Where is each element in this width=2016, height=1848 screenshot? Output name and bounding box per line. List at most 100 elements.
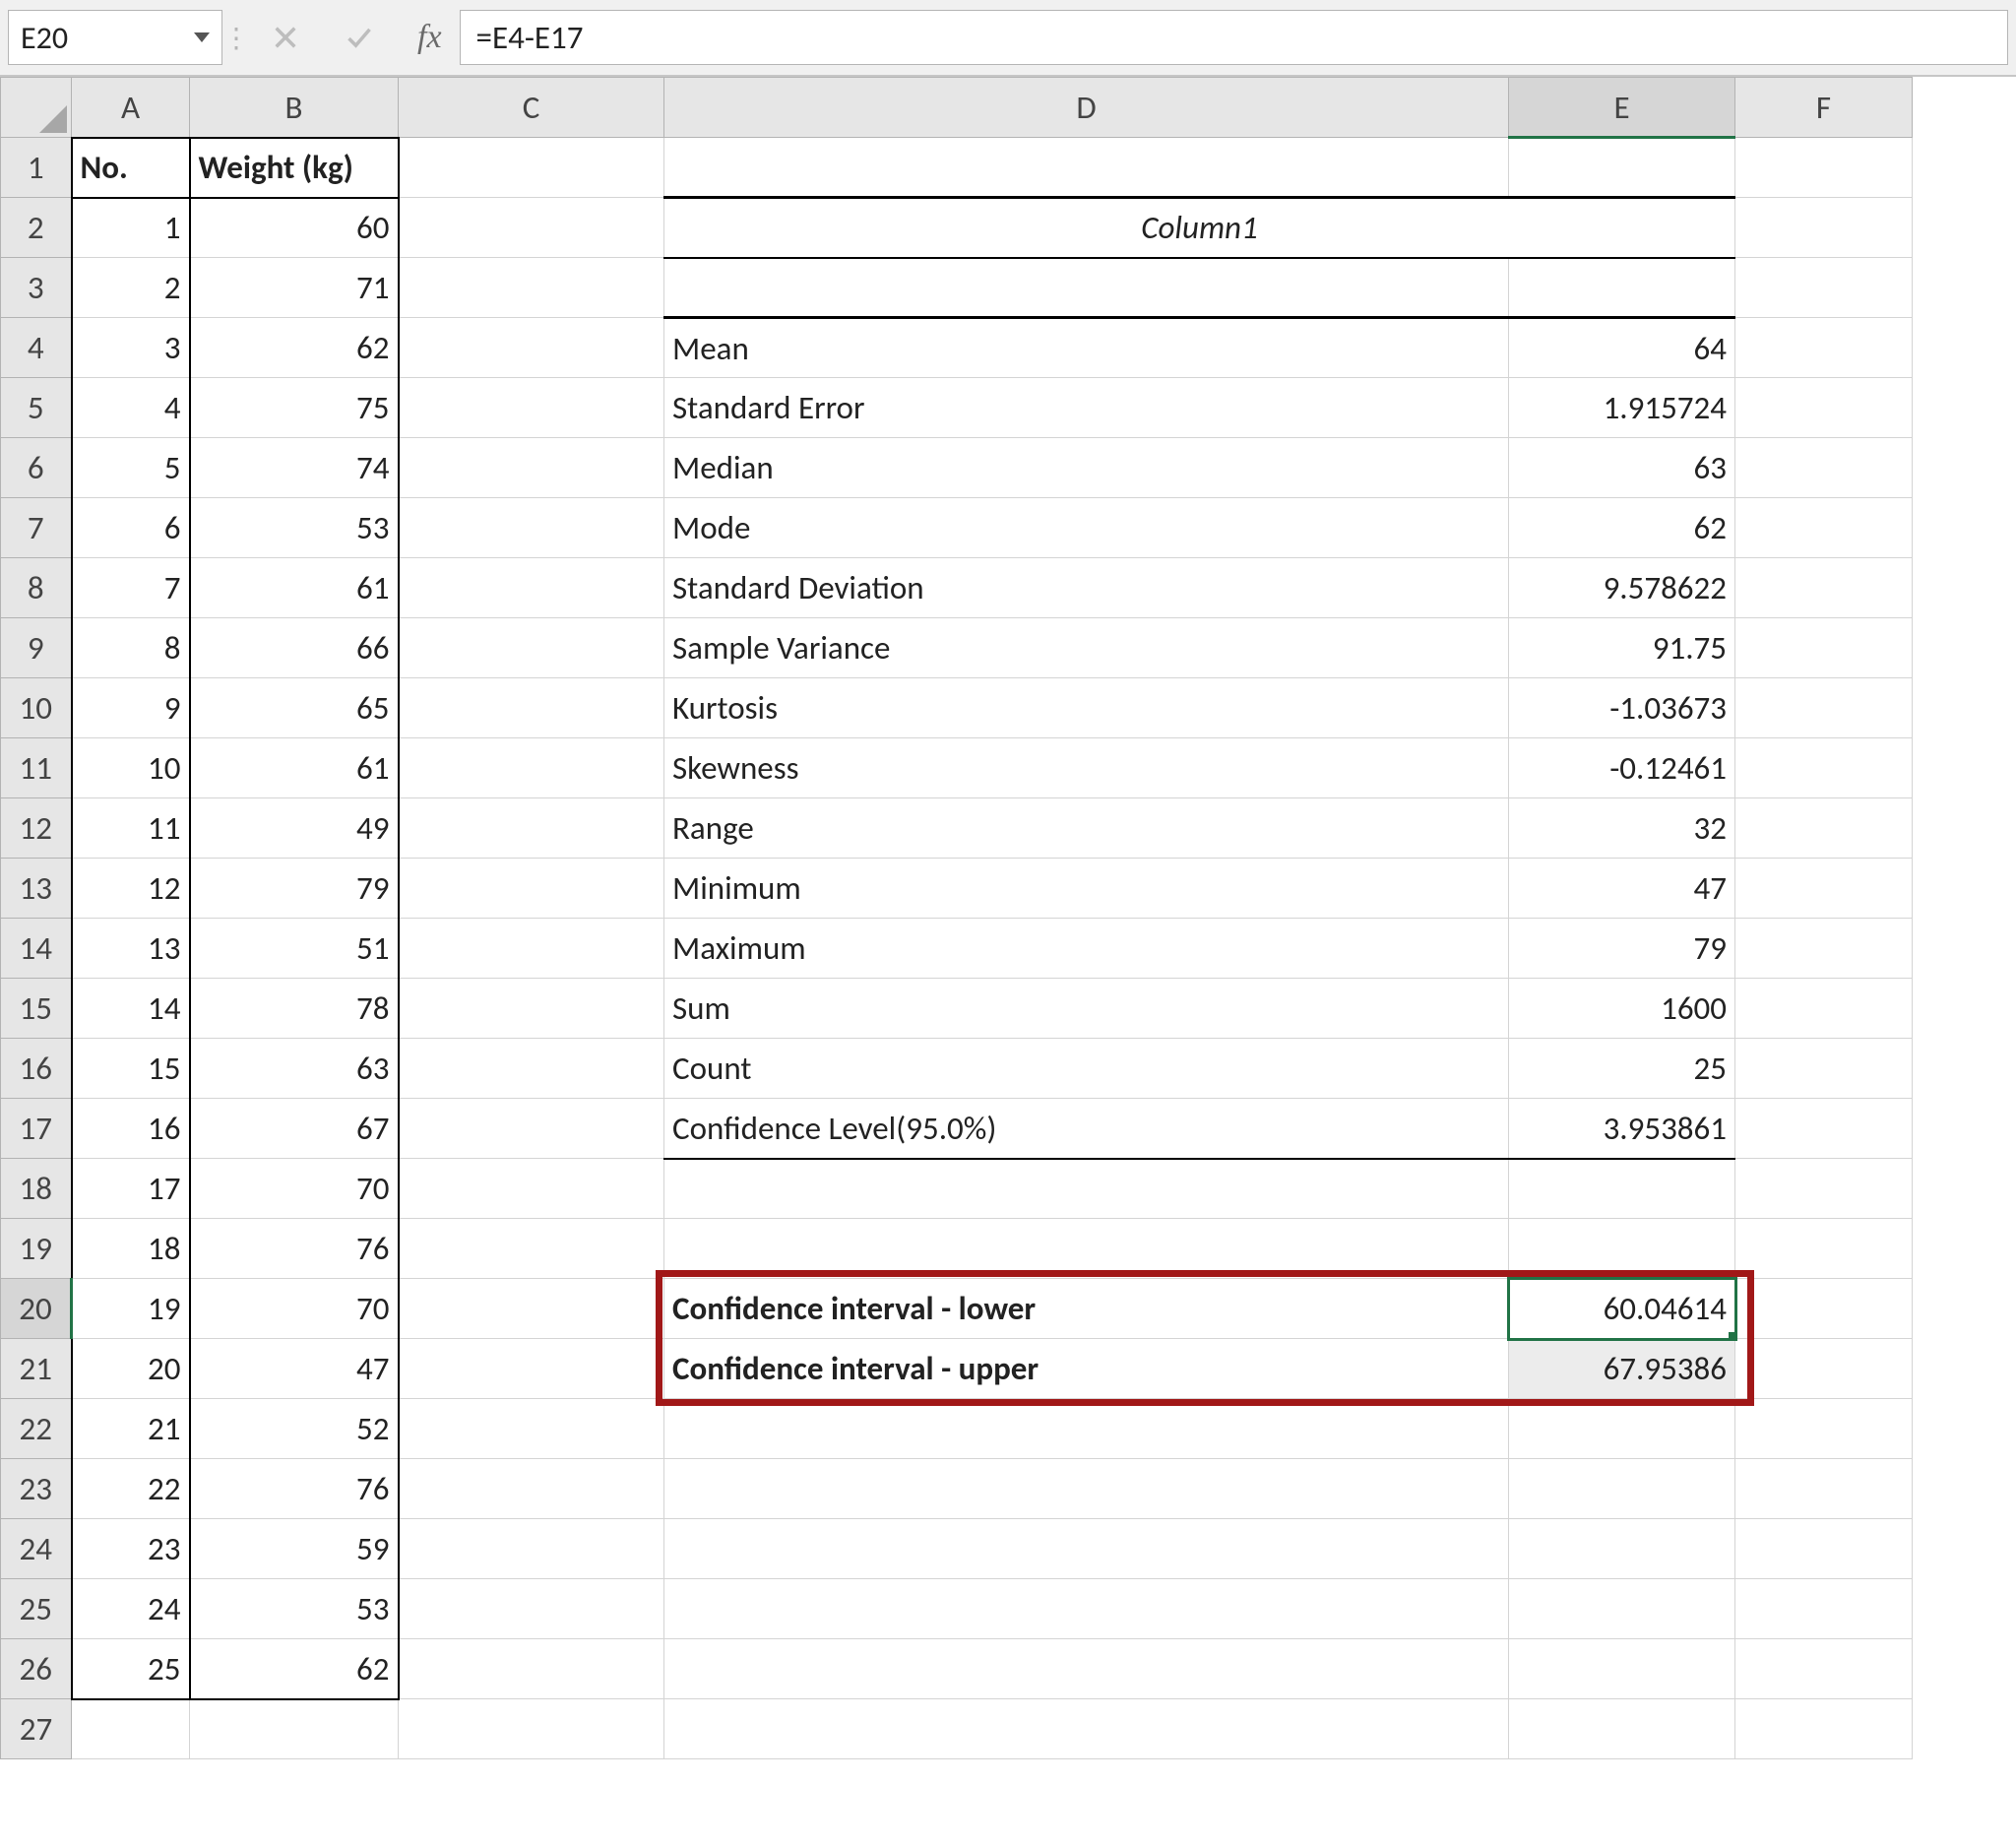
col-header-A[interactable]: A [72, 78, 190, 138]
cell-E4[interactable]: 64 [1509, 318, 1735, 378]
cell-C27[interactable] [399, 1699, 664, 1759]
cell-B25[interactable]: 53 [190, 1579, 399, 1639]
cell-C1[interactable] [399, 138, 664, 198]
cell-F8[interactable] [1735, 558, 1913, 618]
cell-F12[interactable] [1735, 798, 1913, 859]
fx-icon[interactable]: fx [400, 19, 460, 56]
row-header-21[interactable]: 21 [1, 1339, 72, 1399]
cell-F19[interactable] [1735, 1219, 1913, 1279]
cell-A4[interactable]: 3 [72, 318, 190, 378]
cell-D19[interactable] [664, 1219, 1509, 1279]
cell-C8[interactable] [399, 558, 664, 618]
cell-A6[interactable]: 5 [72, 438, 190, 498]
cell-C21[interactable] [399, 1339, 664, 1399]
row-header-26[interactable]: 26 [1, 1639, 72, 1699]
cell-F21[interactable] [1735, 1339, 1913, 1399]
cell-E18[interactable] [1509, 1159, 1735, 1219]
row-header-11[interactable]: 11 [1, 738, 72, 798]
cell-E1[interactable] [1509, 138, 1735, 198]
cell-D26[interactable] [664, 1639, 1509, 1699]
row-header-19[interactable]: 19 [1, 1219, 72, 1279]
cell-D22[interactable] [664, 1399, 1509, 1459]
row-header-23[interactable]: 23 [1, 1459, 72, 1519]
cell-E6[interactable]: 63 [1509, 438, 1735, 498]
row-header-17[interactable]: 17 [1, 1099, 72, 1159]
cell-B17[interactable]: 67 [190, 1099, 399, 1159]
cell-B15[interactable]: 78 [190, 979, 399, 1039]
cell-F9[interactable] [1735, 618, 1913, 678]
row-header-12[interactable]: 12 [1, 798, 72, 859]
cell-C4[interactable] [399, 318, 664, 378]
row-header-24[interactable]: 24 [1, 1519, 72, 1579]
cell-E24[interactable] [1509, 1519, 1735, 1579]
cell-E8[interactable]: 9.578622 [1509, 558, 1735, 618]
cell-C24[interactable] [399, 1519, 664, 1579]
cell-A17[interactable]: 16 [72, 1099, 190, 1159]
cell-C10[interactable] [399, 678, 664, 738]
cell-C11[interactable] [399, 738, 664, 798]
row-header-10[interactable]: 10 [1, 678, 72, 738]
select-all-corner[interactable] [1, 78, 72, 138]
cell-C3[interactable] [399, 258, 664, 318]
col-header-D[interactable]: D [664, 78, 1509, 138]
cell-B20[interactable]: 70 [190, 1279, 399, 1339]
cell-E13[interactable]: 47 [1509, 859, 1735, 919]
cell-F4[interactable] [1735, 318, 1913, 378]
row-header-25[interactable]: 25 [1, 1579, 72, 1639]
cell-D25[interactable] [664, 1579, 1509, 1639]
cell-A25[interactable]: 24 [72, 1579, 190, 1639]
cell-B16[interactable]: 63 [190, 1039, 399, 1099]
cell-F14[interactable] [1735, 919, 1913, 979]
cell-E23[interactable] [1509, 1459, 1735, 1519]
cell-D2[interactable]: Column1 [664, 198, 1735, 258]
cell-C9[interactable] [399, 618, 664, 678]
cell-A13[interactable]: 12 [72, 859, 190, 919]
row-header-20[interactable]: 20 [1, 1279, 72, 1339]
cell-A8[interactable]: 7 [72, 558, 190, 618]
spreadsheet-grid[interactable]: ABCDEF1No.Weight (kg)2160Column132714362… [0, 77, 2016, 1759]
cell-F10[interactable] [1735, 678, 1913, 738]
cell-B18[interactable]: 70 [190, 1159, 399, 1219]
cell-F11[interactable] [1735, 738, 1913, 798]
cell-B7[interactable]: 53 [190, 498, 399, 558]
cell-E19[interactable] [1509, 1219, 1735, 1279]
row-header-8[interactable]: 8 [1, 558, 72, 618]
cell-D11[interactable]: Skewness [664, 738, 1509, 798]
cell-B13[interactable]: 79 [190, 859, 399, 919]
cell-B19[interactable]: 76 [190, 1219, 399, 1279]
cell-E12[interactable]: 32 [1509, 798, 1735, 859]
cancel-icon[interactable] [272, 24, 299, 51]
cell-C23[interactable] [399, 1459, 664, 1519]
row-header-16[interactable]: 16 [1, 1039, 72, 1099]
row-header-7[interactable]: 7 [1, 498, 72, 558]
cell-A19[interactable]: 18 [72, 1219, 190, 1279]
cell-D12[interactable]: Range [664, 798, 1509, 859]
cell-D24[interactable] [664, 1519, 1509, 1579]
cell-B2[interactable]: 60 [190, 198, 399, 258]
row-header-14[interactable]: 14 [1, 919, 72, 979]
cell-B24[interactable]: 59 [190, 1519, 399, 1579]
cell-F3[interactable] [1735, 258, 1913, 318]
chevron-down-icon[interactable] [194, 32, 210, 42]
cell-C16[interactable] [399, 1039, 664, 1099]
cell-E14[interactable]: 79 [1509, 919, 1735, 979]
cell-B8[interactable]: 61 [190, 558, 399, 618]
cell-F27[interactable] [1735, 1699, 1913, 1759]
cell-C12[interactable] [399, 798, 664, 859]
cell-A7[interactable]: 6 [72, 498, 190, 558]
cell-D4[interactable]: Mean [664, 318, 1509, 378]
cell-A26[interactable]: 25 [72, 1639, 190, 1699]
cell-B27[interactable] [190, 1699, 399, 1759]
row-header-6[interactable]: 6 [1, 438, 72, 498]
cell-B11[interactable]: 61 [190, 738, 399, 798]
cell-B26[interactable]: 62 [190, 1639, 399, 1699]
cell-D16[interactable]: Count [664, 1039, 1509, 1099]
row-header-13[interactable]: 13 [1, 859, 72, 919]
cell-A9[interactable]: 8 [72, 618, 190, 678]
cell-D17[interactable]: Confidence Level(95.0%) [664, 1099, 1509, 1159]
cell-B14[interactable]: 51 [190, 919, 399, 979]
cell-A5[interactable]: 4 [72, 378, 190, 438]
cell-C26[interactable] [399, 1639, 664, 1699]
cell-E3[interactable] [1509, 258, 1735, 318]
cell-F20[interactable] [1735, 1279, 1913, 1339]
